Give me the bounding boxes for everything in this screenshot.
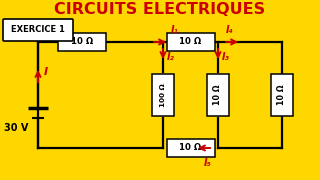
Text: 10 Ω: 10 Ω bbox=[180, 143, 202, 152]
FancyBboxPatch shape bbox=[152, 74, 174, 116]
FancyBboxPatch shape bbox=[166, 33, 214, 51]
FancyBboxPatch shape bbox=[271, 74, 293, 116]
FancyBboxPatch shape bbox=[207, 74, 229, 116]
Text: 10 Ω: 10 Ω bbox=[180, 37, 202, 46]
Text: I₃: I₃ bbox=[222, 52, 230, 62]
Text: I₄: I₄ bbox=[226, 25, 234, 35]
FancyBboxPatch shape bbox=[166, 139, 214, 157]
Text: 30 V: 30 V bbox=[4, 123, 28, 133]
Text: I₂: I₂ bbox=[167, 52, 175, 62]
Text: I₁: I₁ bbox=[171, 25, 179, 35]
Text: I: I bbox=[44, 67, 48, 77]
Text: CIRCUITS ELECTRIQUES: CIRCUITS ELECTRIQUES bbox=[54, 3, 266, 17]
Text: 100 Ω: 100 Ω bbox=[160, 83, 166, 107]
Text: I₅: I₅ bbox=[204, 158, 212, 168]
Text: EXERCICE 1: EXERCICE 1 bbox=[11, 26, 65, 35]
Text: 10 Ω: 10 Ω bbox=[213, 85, 222, 105]
Text: 10 Ω: 10 Ω bbox=[277, 85, 286, 105]
Text: 10 Ω: 10 Ω bbox=[71, 37, 93, 46]
FancyBboxPatch shape bbox=[58, 33, 106, 51]
FancyBboxPatch shape bbox=[3, 19, 73, 41]
